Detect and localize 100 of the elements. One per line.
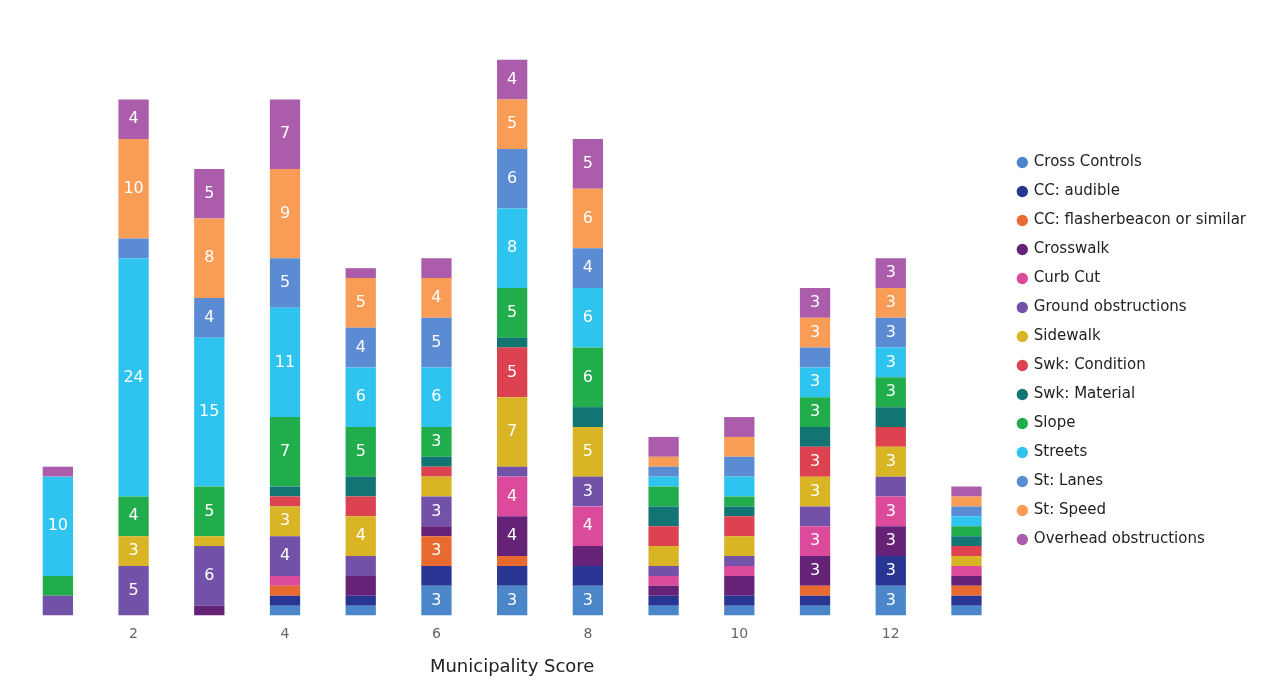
bar <box>194 546 225 606</box>
bar <box>951 496 982 507</box>
data-label: 6 <box>582 366 593 386</box>
bar <box>118 139 149 239</box>
data-label: 4 <box>507 68 518 88</box>
bar <box>497 149 528 209</box>
data-label: 5 <box>128 579 139 599</box>
bar <box>497 466 528 477</box>
bar <box>345 595 376 606</box>
bar <box>497 59 528 100</box>
bar <box>875 258 906 289</box>
bar <box>345 496 376 517</box>
bar <box>648 595 679 606</box>
data-label: 4 <box>507 525 518 545</box>
data-label: 5 <box>507 361 518 381</box>
bar <box>648 585 679 596</box>
bar <box>345 575 376 596</box>
bar <box>421 496 452 527</box>
data-label: 15 <box>199 401 220 421</box>
bar <box>572 546 604 566</box>
bar <box>951 595 982 606</box>
bar <box>799 446 831 477</box>
bar <box>194 536 225 547</box>
bar <box>648 476 679 487</box>
bar <box>421 526 452 537</box>
bar <box>951 536 982 547</box>
bar <box>572 188 604 249</box>
bar <box>269 486 301 497</box>
bar <box>269 575 301 586</box>
bar <box>572 565 604 586</box>
bar <box>421 476 452 497</box>
data-label: 6 <box>355 386 366 406</box>
bar <box>875 446 906 477</box>
bar <box>118 238 149 259</box>
bar <box>269 496 301 507</box>
bar <box>951 546 982 557</box>
data-label: 10 <box>123 177 144 197</box>
bar <box>269 605 301 616</box>
bar <box>648 456 679 467</box>
data-label: 6 <box>431 386 442 406</box>
bar <box>269 585 301 596</box>
bar <box>648 575 679 586</box>
data-label: 3 <box>885 381 896 401</box>
bar <box>875 407 906 427</box>
bar <box>269 506 301 537</box>
bar <box>269 99 301 169</box>
data-label: 3 <box>885 500 896 520</box>
bar <box>724 565 755 576</box>
data-label: 3 <box>582 480 593 500</box>
bar <box>421 536 452 566</box>
bar <box>497 585 528 616</box>
bar <box>799 317 831 348</box>
bar <box>345 516 376 557</box>
x-tick-label: 10 <box>730 624 749 641</box>
bar <box>421 456 452 467</box>
data-label: 7 <box>507 421 518 441</box>
data-label: 4 <box>204 306 215 326</box>
data-label: 4 <box>355 525 366 545</box>
bar <box>799 288 831 318</box>
x-tick-label: 4 <box>280 624 290 641</box>
bar <box>951 506 982 517</box>
legend-label: Curb Cut <box>1033 268 1101 287</box>
data-label: 6 <box>204 565 215 585</box>
bar <box>648 436 679 457</box>
bar <box>875 526 906 557</box>
bar <box>875 556 906 586</box>
data-label: 3 <box>431 500 442 520</box>
legend-label: Sidewalk <box>1033 326 1101 345</box>
bar <box>497 99 528 150</box>
bar <box>421 317 452 368</box>
data-label: 7 <box>279 123 291 143</box>
bar <box>497 288 528 338</box>
data-label: 3 <box>885 292 896 312</box>
bar <box>497 476 528 517</box>
bar <box>118 565 149 616</box>
bar <box>269 595 301 606</box>
data-label: 4 <box>128 108 139 128</box>
bar <box>648 486 679 507</box>
bar <box>497 337 528 348</box>
bar <box>497 208 528 289</box>
bar <box>497 516 528 557</box>
bar <box>421 258 452 279</box>
bar <box>194 168 225 219</box>
data-label: 3 <box>128 540 139 560</box>
data-label: 3 <box>431 540 442 560</box>
data-label: 3 <box>431 431 442 451</box>
legend-label: Overhead obstructions <box>1033 529 1205 548</box>
data-label: 4 <box>128 505 139 525</box>
bar <box>42 575 73 596</box>
data-label: 8 <box>204 247 215 267</box>
data-label: 5 <box>204 182 215 202</box>
data-label: 5 <box>279 272 291 292</box>
bar <box>194 337 225 487</box>
bar <box>951 516 982 527</box>
legend-label: Crosswalk <box>1033 239 1110 258</box>
data-label: 3 <box>809 480 821 500</box>
data-label: 4 <box>507 485 518 505</box>
data-label: 24 <box>123 366 144 386</box>
data-label: 5 <box>582 153 593 173</box>
bar <box>269 307 301 418</box>
